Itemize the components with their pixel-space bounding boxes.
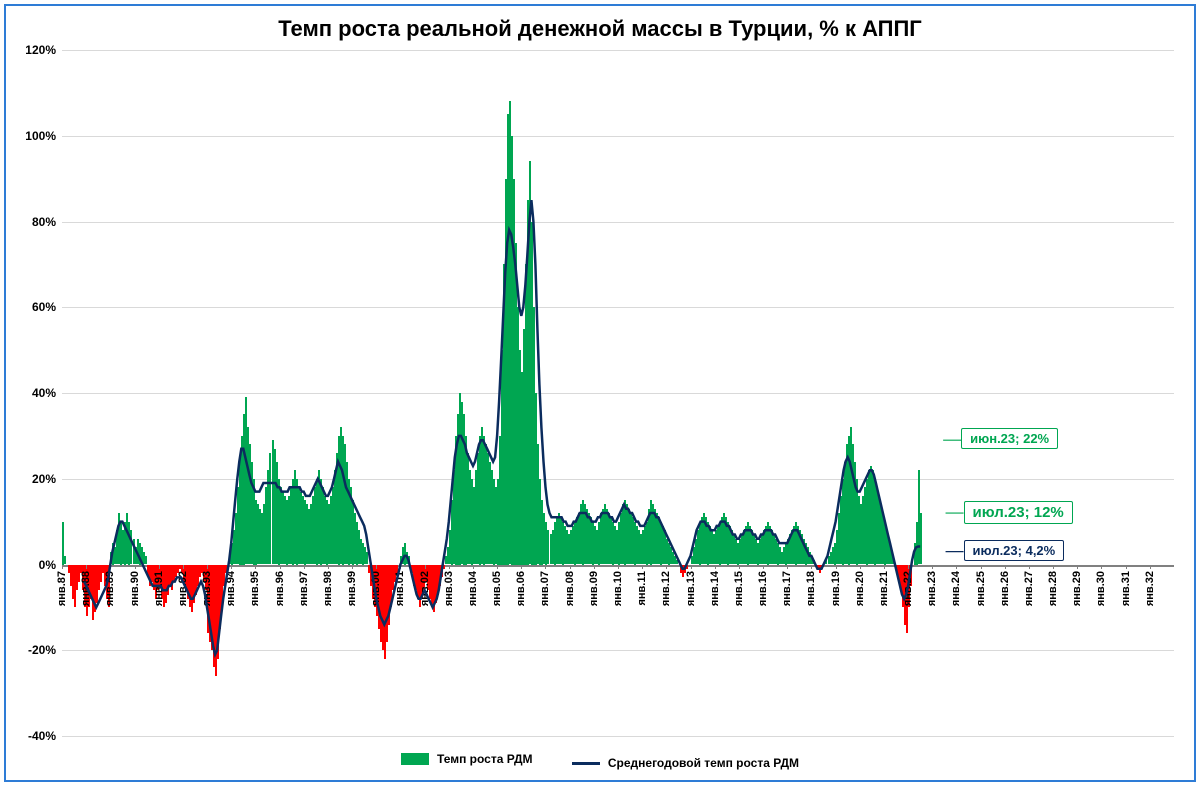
legend-label: Среднегодовой темп роста РДМ — [608, 756, 799, 770]
y-tick-label: -40% — [28, 729, 62, 743]
line-layer — [62, 50, 1174, 736]
y-tick-label: 100% — [25, 129, 62, 143]
chart-title: Темп роста реальной денежной массы в Тур… — [6, 6, 1194, 48]
legend-swatch-bar — [401, 753, 429, 765]
legend-item-line: Среднегодовой темп роста РДМ — [572, 756, 799, 770]
legend-swatch-line — [572, 762, 600, 765]
y-tick-label: 80% — [32, 215, 62, 229]
y-tick-label: 120% — [25, 43, 62, 57]
y-tick-label: 20% — [32, 472, 62, 486]
callout-label: июл.23; 4,2% — [964, 540, 1065, 561]
legend-item-bars: Темп роста РДМ — [401, 752, 533, 766]
y-tick-label: 40% — [32, 386, 62, 400]
callout-label: июн.23; 22% — [961, 428, 1058, 449]
y-tick-label: -20% — [28, 643, 62, 657]
legend: Темп роста РДМ Среднегодовой темп роста … — [6, 752, 1194, 771]
plot-area: -40%-20%0%20%40%60%80%100%120%янв.87янв.… — [62, 50, 1174, 736]
gridline — [62, 736, 1174, 737]
callout-label: июл.23; 12% — [964, 501, 1073, 524]
chart-frame: Темп роста реальной денежной массы в Тур… — [4, 4, 1196, 782]
y-tick-label: 60% — [32, 300, 62, 314]
y-tick-label: 0% — [39, 558, 62, 572]
avg-line — [84, 200, 920, 654]
legend-label: Темп роста РДМ — [437, 752, 533, 766]
